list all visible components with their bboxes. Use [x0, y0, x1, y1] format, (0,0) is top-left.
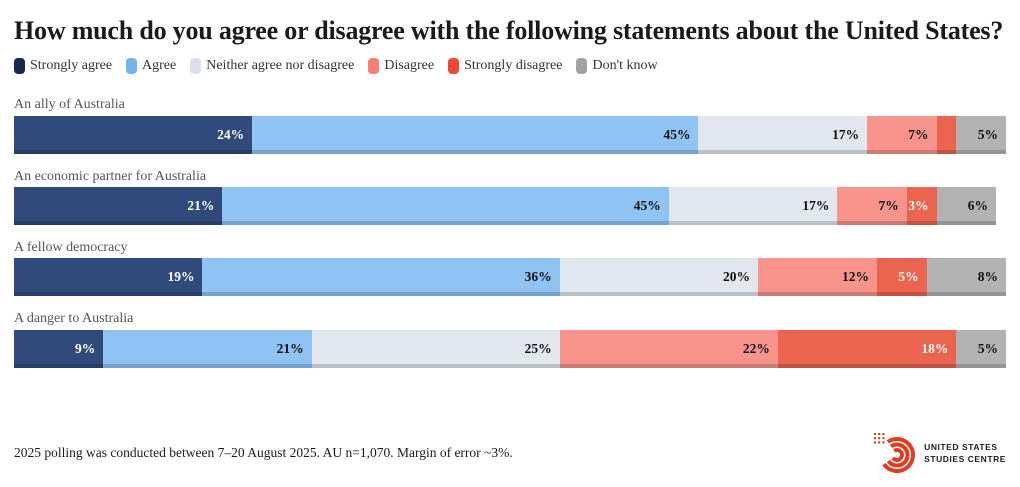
bar-segment: 22% — [559, 329, 778, 368]
ussc-spiral-icon — [874, 433, 916, 473]
value-label: 36% — [524, 269, 552, 285]
value-label: 5% — [977, 126, 998, 142]
bar-segment — [936, 115, 957, 154]
value-label: 45% — [663, 126, 691, 142]
value-label: 45% — [633, 198, 661, 214]
value-label: 21% — [276, 340, 304, 356]
bar-segment: 6% — [936, 187, 997, 226]
bar-segment: 17% — [668, 187, 838, 226]
legend-item[interactable]: Disagree — [368, 58, 435, 75]
value-label: 7% — [878, 198, 899, 214]
bar-segment: 36% — [202, 258, 560, 297]
category-label: A danger to Australia — [14, 311, 134, 327]
bar-segment: 5% — [877, 258, 927, 297]
value-label: 9% — [75, 340, 96, 356]
logo-line-1: UNITED STATES — [924, 441, 998, 452]
legend-item[interactable]: Neither agree nor disagree — [190, 58, 355, 75]
bar-chart: An ally of Australia 24% 45% 17% 7% 5% An econ… — [14, 97, 1006, 368]
ussc-logo[interactable]: UNITED STATES STUDIES CENTRE — [872, 431, 1006, 475]
legend-item[interactable]: Strongly agree — [14, 58, 113, 75]
bar-segment: 3% — [906, 187, 937, 226]
bar-segment: 7% — [867, 115, 937, 154]
footnote: 2025 polling was conducted between 7–20 … — [14, 445, 513, 460]
legend-swatch-icon — [576, 58, 588, 75]
bar-segment: 21% — [14, 187, 223, 226]
value-label: 17% — [832, 126, 860, 142]
category-label: An economic partner for Australia — [14, 168, 207, 184]
value-label: 19% — [167, 269, 195, 285]
legend-label: Disagree — [384, 58, 435, 74]
category-label: A fellow democracy — [14, 240, 128, 256]
bar-segment: 7% — [837, 187, 907, 226]
bar-segment: 25% — [311, 329, 560, 368]
legend-swatch-icon — [368, 58, 380, 75]
bar-segment: 5% — [956, 115, 1006, 154]
legend-label: Don't know — [592, 58, 658, 74]
legend-swatch-icon — [448, 58, 460, 75]
legend-label: Neither agree nor disagree — [206, 58, 355, 74]
bar-segment: 8% — [926, 258, 1006, 297]
legend-swatch-icon — [14, 58, 25, 75]
bar-segment: 19% — [14, 258, 203, 297]
value-label: 17% — [802, 198, 830, 214]
legend-item[interactable]: Agree — [126, 58, 177, 75]
bar-row: A danger to Australia 9% 21% 25% 22% 18% 5% — [14, 311, 1006, 368]
value-label: 25% — [524, 340, 552, 356]
legend: Strongly agree Agree Neither agree nor dis… — [14, 58, 1006, 75]
bar-segment: 24% — [14, 115, 253, 154]
stacked-bar: 21% 45% 17% 7% 3% 6% — [14, 187, 1006, 226]
legend-label: Agree — [142, 58, 177, 74]
bar-segment: 45% — [252, 115, 699, 154]
legend-swatch-icon — [126, 58, 138, 75]
stacked-bar: 19% 36% 20% 12% 5% 8% — [14, 258, 1006, 297]
bar-row: An economic partner for Australia 21% 45% 1… — [14, 168, 1006, 226]
value-label: 5% — [898, 269, 919, 285]
bar-segment: 18% — [777, 329, 957, 368]
bar-segment: 20% — [559, 258, 758, 297]
logo-line-2: STUDIES CENTRE — [924, 454, 1006, 464]
value-label: 24% — [217, 126, 245, 142]
category-label: An ally of Australia — [14, 97, 125, 113]
chart-title: How much do you agree or disagree with t… — [14, 16, 1004, 45]
bar-row: An ally of Australia 24% 45% 17% 7% 5% — [14, 97, 1006, 154]
bar-row: A fellow democracy 19% 36% 20% 12% 5% 8% — [14, 240, 1006, 297]
bar-segment: 5% — [956, 329, 1006, 368]
bar-segment: 17% — [698, 115, 868, 154]
value-label: 3% — [908, 198, 929, 214]
bar-segment: 21% — [103, 329, 312, 368]
legend-swatch-icon — [190, 58, 202, 75]
value-label: 6% — [967, 198, 989, 214]
legend-item[interactable]: Strongly disagree — [448, 58, 563, 75]
stacked-bar: 24% 45% 17% 7% 5% — [14, 115, 1006, 154]
value-label: 22% — [742, 340, 770, 356]
value-label: 20% — [722, 269, 750, 285]
footer: 2025 polling was conducted between 7–20 … — [14, 431, 1006, 475]
bar-segment: 9% — [14, 329, 104, 368]
legend-label: Strongly agree — [30, 58, 113, 74]
bar-segment: 45% — [222, 187, 669, 226]
legend-item[interactable]: Don't know — [576, 58, 658, 75]
bar-segment: 12% — [757, 258, 877, 297]
value-label: 5% — [977, 340, 998, 356]
logo-dot-grid — [874, 433, 885, 444]
value-label: 18% — [921, 340, 949, 356]
value-label: 12% — [842, 269, 869, 285]
value-label: 8% — [977, 269, 998, 285]
legend-label: Strongly disagree — [464, 58, 563, 74]
stacked-bar: 9% 21% 25% 22% 18% 5% — [14, 329, 1006, 368]
logo-text: UNITED STATES STUDIES CENTRE — [924, 441, 1006, 466]
value-label: 7% — [908, 126, 929, 142]
value-label: 21% — [187, 198, 215, 214]
